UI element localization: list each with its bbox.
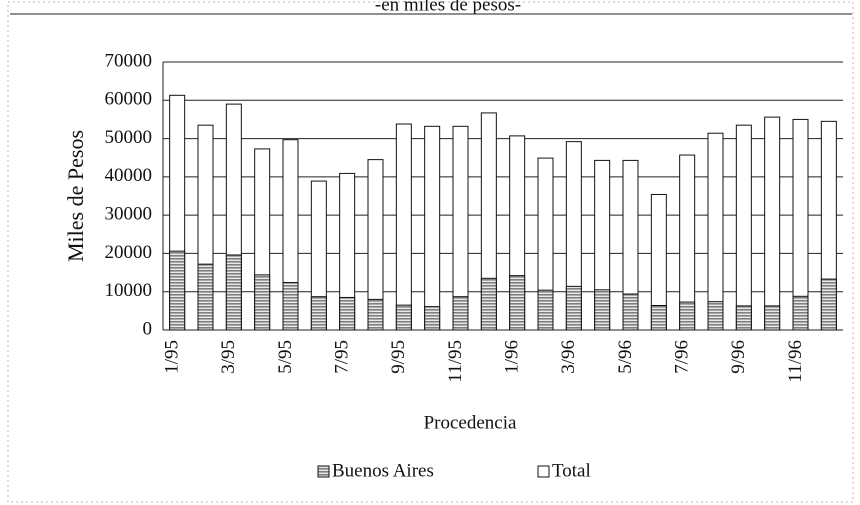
y-tick-label: 70000	[105, 50, 153, 71]
x-tick-label: 3/96	[558, 340, 579, 374]
bar	[764, 305, 781, 331]
bar	[679, 301, 696, 331]
legend-label: Buenos Aires	[332, 460, 434, 481]
bar	[452, 296, 469, 331]
bar	[395, 304, 412, 331]
bar	[565, 285, 582, 331]
x-tick-label: 1/95	[162, 340, 183, 374]
bar	[254, 274, 271, 331]
y-tick-label: 40000	[105, 165, 153, 186]
bar	[820, 278, 837, 331]
bar	[650, 304, 667, 331]
x-axis-label: Procedencia	[424, 412, 517, 433]
x-tick-label: 5/95	[275, 340, 296, 374]
x-tick-label: 5/96	[615, 340, 636, 374]
x-tick-label: 3/95	[218, 340, 239, 374]
y-tick-label: 50000	[105, 127, 153, 148]
y-tick-label: 30000	[105, 204, 153, 225]
bar	[735, 124, 752, 331]
x-tick-label: 11/95	[445, 340, 466, 383]
bar	[225, 254, 242, 331]
bar	[537, 289, 554, 331]
legend-label: Total	[552, 460, 591, 481]
bar	[310, 296, 327, 331]
y-tick-label: 60000	[105, 89, 153, 110]
bar	[622, 293, 639, 331]
bar	[735, 305, 752, 331]
x-tick-label: 9/95	[388, 340, 409, 374]
bar	[197, 263, 214, 331]
x-tick-label: 11/96	[785, 340, 806, 383]
bar	[395, 123, 412, 331]
bar	[367, 298, 384, 331]
y-tick-label: 20000	[105, 242, 153, 263]
bar	[764, 116, 781, 331]
x-tick-label: 1/96	[502, 340, 523, 374]
bar	[509, 275, 526, 331]
y-axis-label: Miles de Pesos	[63, 130, 88, 262]
bar	[282, 282, 299, 331]
bar	[707, 132, 724, 331]
legend-swatch	[537, 465, 550, 478]
bar	[707, 301, 724, 331]
frame	[7, 1, 854, 503]
bar	[480, 277, 497, 331]
x-tick-label: 9/96	[728, 340, 749, 374]
legend-swatch	[317, 465, 330, 478]
x-tick-label: 7/95	[332, 340, 353, 374]
bar	[792, 295, 809, 331]
y-tick-label: 10000	[105, 280, 153, 301]
bar	[169, 250, 186, 331]
bar	[424, 125, 441, 331]
bar	[339, 296, 356, 331]
x-tick-label: 7/96	[672, 340, 693, 374]
y-tick-label: 0	[143, 318, 153, 339]
chart-subtitle: -en miles de pesos-	[375, 0, 521, 15]
bar	[594, 289, 611, 331]
bar	[424, 306, 441, 331]
